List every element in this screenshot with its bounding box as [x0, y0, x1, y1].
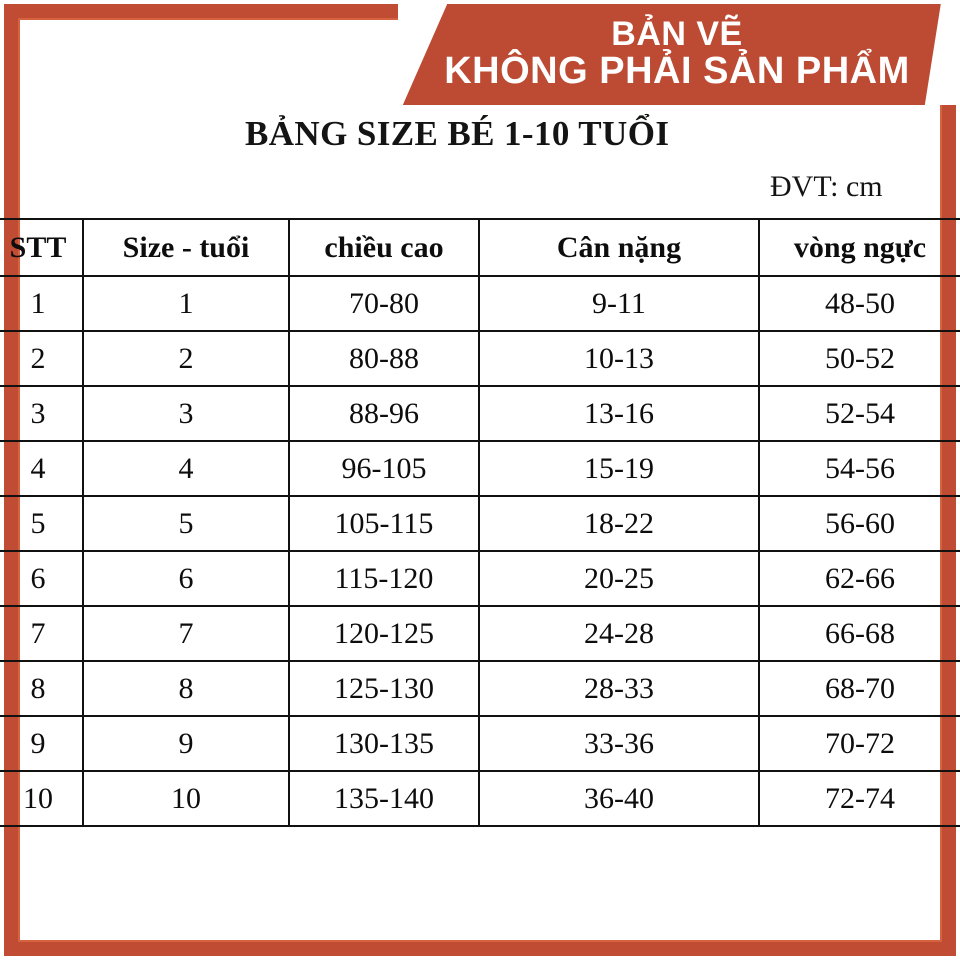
cell-size: 7 — [82, 605, 290, 662]
cell-size: 6 — [82, 550, 290, 607]
cell-size: 3 — [82, 385, 290, 442]
cell-size: 10 — [82, 770, 290, 827]
cell-height: 88-96 — [288, 385, 480, 442]
cell-size: 8 — [82, 660, 290, 717]
cell-stt: 9 — [0, 715, 84, 772]
table-row: 8 8 125-130 28-33 68-70 — [0, 660, 960, 717]
cell-chest: 62-66 — [758, 550, 960, 607]
page-title: BẢNG SIZE BÉ 1-10 TUỔI — [245, 114, 670, 153]
cell-height: 80-88 — [288, 330, 480, 387]
cell-chest: 50-52 — [758, 330, 960, 387]
col-header-chest: vòng ngực — [758, 218, 960, 277]
cell-height: 115-120 — [288, 550, 480, 607]
watermark-banner-text: BẢN VẼ KHÔNG PHẢI SẢN PHẨM — [398, 4, 956, 105]
cell-stt: 8 — [0, 660, 84, 717]
cell-size: 1 — [82, 275, 290, 332]
cell-weight: 24-28 — [478, 605, 760, 662]
cell-height: 120-125 — [288, 605, 480, 662]
cell-chest: 68-70 — [758, 660, 960, 717]
col-header-size-age: Size - tuổi — [82, 218, 290, 277]
watermark-line-1: BẢN VẼ — [611, 15, 743, 54]
size-table: STT Size - tuổi chiều cao Cân nặng vòng … — [0, 218, 960, 827]
cell-chest: 48-50 — [758, 275, 960, 332]
cell-height: 130-135 — [288, 715, 480, 772]
cell-chest: 72-74 — [758, 770, 960, 827]
table-row: 6 6 115-120 20-25 62-66 — [0, 550, 960, 607]
cell-weight: 13-16 — [478, 385, 760, 442]
cell-stt: 3 — [0, 385, 84, 442]
cell-stt: 2 — [0, 330, 84, 387]
cell-height: 96-105 — [288, 440, 480, 497]
table-row: 7 7 120-125 24-28 66-68 — [0, 605, 960, 662]
cell-weight: 10-13 — [478, 330, 760, 387]
cell-height: 125-130 — [288, 660, 480, 717]
cell-weight: 36-40 — [478, 770, 760, 827]
watermark-line-2: KHÔNG PHẢI SẢN PHẨM — [444, 50, 910, 93]
cell-stt: 5 — [0, 495, 84, 552]
cell-weight: 15-19 — [478, 440, 760, 497]
col-header-height: chiều cao — [288, 218, 480, 277]
cell-weight: 9-11 — [478, 275, 760, 332]
table-row: 10 10 135-140 36-40 72-74 — [0, 770, 960, 827]
cell-weight: 20-25 — [478, 550, 760, 607]
cell-size: 5 — [82, 495, 290, 552]
cell-size: 2 — [82, 330, 290, 387]
col-header-weight: Cân nặng — [478, 218, 760, 277]
cell-stt: 7 — [0, 605, 84, 662]
table-row: 2 2 80-88 10-13 50-52 — [0, 330, 960, 387]
cell-chest: 66-68 — [758, 605, 960, 662]
cell-height: 135-140 — [288, 770, 480, 827]
table-header-row: STT Size - tuổi chiều cao Cân nặng vòng … — [0, 218, 960, 277]
watermark-banner-shape — [400, 4, 956, 105]
table-row: 9 9 130-135 33-36 70-72 — [0, 715, 960, 772]
cell-height: 70-80 — [288, 275, 480, 332]
cell-size: 9 — [82, 715, 290, 772]
cell-chest: 54-56 — [758, 440, 960, 497]
cell-weight: 18-22 — [478, 495, 760, 552]
table-row: 4 4 96-105 15-19 54-56 — [0, 440, 960, 497]
col-header-stt: STT — [0, 218, 84, 277]
unit-note: ĐVT: cm — [770, 170, 883, 203]
cell-stt: 10 — [0, 770, 84, 827]
cell-chest: 70-72 — [758, 715, 960, 772]
table-row: 1 1 70-80 9-11 48-50 — [0, 275, 960, 332]
table-row: 5 5 105-115 18-22 56-60 — [0, 495, 960, 552]
cell-stt: 6 — [0, 550, 84, 607]
cell-stt: 1 — [0, 275, 84, 332]
cell-stt: 4 — [0, 440, 84, 497]
cell-weight: 33-36 — [478, 715, 760, 772]
cell-weight: 28-33 — [478, 660, 760, 717]
cell-chest: 52-54 — [758, 385, 960, 442]
table-row: 3 3 88-96 13-16 52-54 — [0, 385, 960, 442]
cell-height: 105-115 — [288, 495, 480, 552]
cell-size: 4 — [82, 440, 290, 497]
cell-chest: 56-60 — [758, 495, 960, 552]
